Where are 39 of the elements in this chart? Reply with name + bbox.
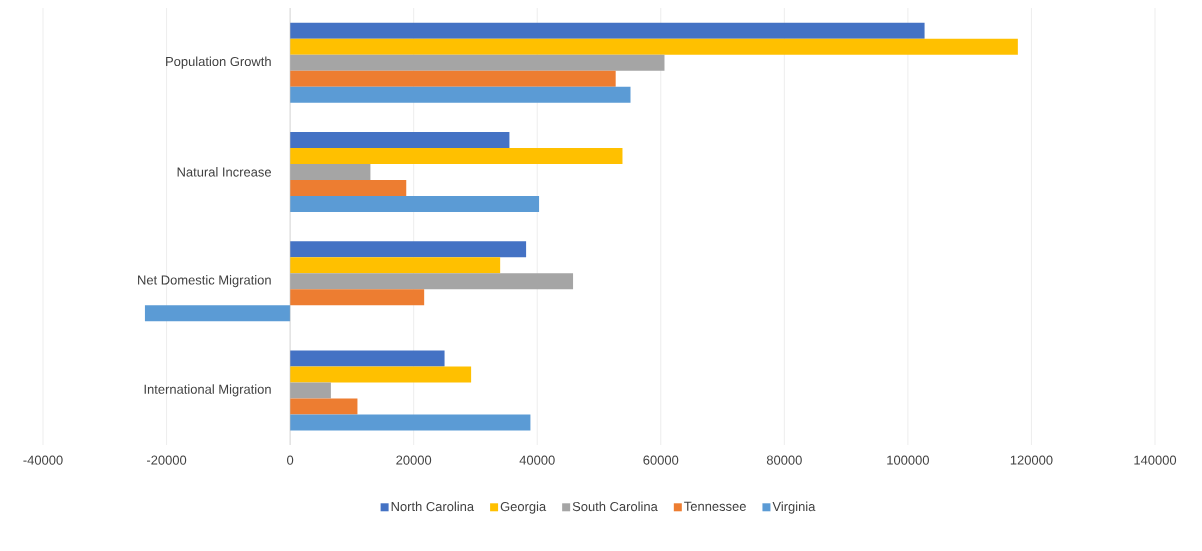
bar [290,163,371,180]
bar [290,54,665,71]
bar [290,414,531,431]
legend-label: Tennessee [684,501,746,511]
bar [290,289,425,306]
x-tick-label: -20000 [146,455,187,465]
bar [290,241,527,258]
bar [290,398,358,415]
x-tick-label: -40000 [23,455,63,465]
y-tick-label: Natural Increase [177,167,271,177]
legend-label: South Carolina [572,501,658,512]
y-tick-label: International Migration [144,384,271,397]
x-tick-label: 40000 [519,455,555,465]
bar [290,257,501,274]
legend-label: Georgia [500,501,547,514]
legend-label: Virginia [772,501,816,514]
x-tick-label: 80000 [766,455,802,465]
bar [144,305,291,322]
y-tick-label: Net Domestic Migration [138,275,271,288]
bar [290,131,510,148]
x-tick-label: 20000 [396,455,432,465]
bar [290,195,540,212]
x-tick-label: 0 [287,455,294,465]
x-tick-label: 120000 [1010,455,1053,465]
bar [290,86,631,103]
legend-label: North Carolina [391,501,475,512]
bar [290,382,331,399]
bar [290,22,925,39]
bar [290,350,445,367]
bar [290,38,1018,55]
x-tick-label: 60000 [643,455,679,465]
x-tick-label: 100000 [887,455,929,465]
bar [290,273,574,290]
bar [290,70,616,87]
x-tick-label: 140000 [1134,455,1177,465]
y-tick-label: Population Growth [166,56,271,69]
bar [290,366,472,383]
bar [290,147,623,164]
bar [290,179,407,196]
